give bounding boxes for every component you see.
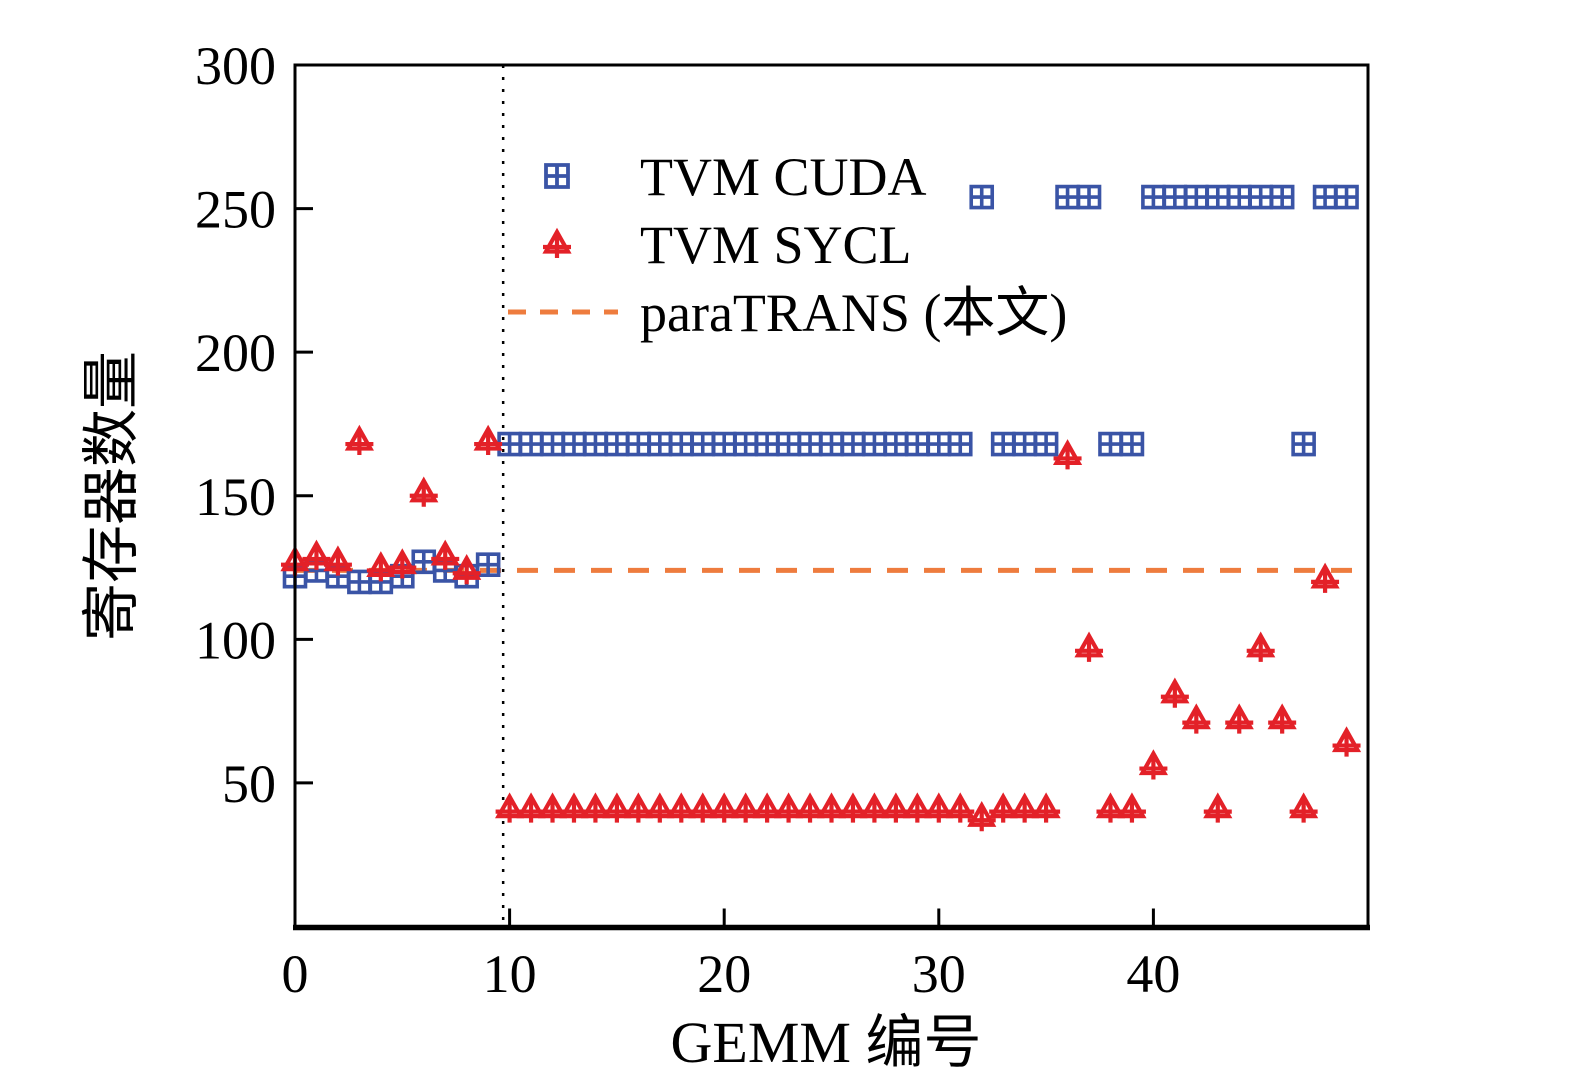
square-plus-marker (1184, 184, 1209, 210)
legend-item-tvm-sycl: TVM SYCL (542, 215, 912, 275)
triangle-plus-marker (1246, 631, 1276, 662)
square-plus-marker (905, 431, 930, 457)
square-plus-marker (1226, 184, 1252, 210)
square-plus-marker (1012, 431, 1037, 457)
x-tick-label: 10 (483, 944, 537, 1004)
triangle-plus-marker (1224, 703, 1254, 734)
square-plus-marker (647, 431, 673, 457)
y-tick-label: 200 (195, 323, 276, 383)
triangle-plus-marker (1074, 631, 1104, 662)
square-plus-marker (1291, 431, 1316, 457)
triangle-plus-marker (409, 476, 439, 507)
square-plus-marker (947, 431, 973, 457)
triangle-plus-marker (1181, 703, 1211, 734)
square-plus-marker (347, 569, 372, 595)
x-tick-label: 20 (697, 944, 751, 1004)
legend-label: paraTRANS (本文) (640, 283, 1067, 343)
y-tick-label: 150 (195, 467, 276, 527)
triangle-plus-marker (542, 227, 572, 258)
square-plus-marker (518, 431, 544, 457)
square-plus-marker (797, 431, 823, 457)
triangle-plus-marker (301, 539, 332, 570)
square-plus-marker (754, 431, 780, 457)
axes-frame: 0 10 20 30 40 50 100 150 200 250 300 (195, 36, 1370, 1004)
square-plus-marker (990, 431, 1016, 457)
y-axis-title: 寄存器数量 (79, 351, 144, 641)
square-plus-marker (1162, 184, 1188, 210)
x-tick-label: 30 (912, 944, 966, 1004)
x-tick-label: 0 (282, 944, 309, 1004)
square-plus-marker (1033, 431, 1059, 457)
square-plus-marker (475, 552, 501, 577)
triangle-plus-marker (1310, 562, 1340, 593)
triangle-plus-marker (945, 792, 975, 823)
triangle-plus-marker (1031, 792, 1061, 823)
legend: TVM CUDA TVM SYCL paraTRANS (本文) (508, 147, 1067, 343)
square-plus-marker (840, 431, 866, 457)
square-plus-marker (819, 431, 844, 457)
y-tick-label: 100 (195, 610, 276, 670)
reference-lines (295, 65, 1368, 927)
triangle-plus-marker (452, 554, 482, 585)
square-plus-marker (776, 431, 801, 457)
square-plus-marker (626, 431, 651, 457)
square-plus-marker (711, 431, 737, 457)
triangle-plus-marker (1052, 439, 1083, 470)
square-plus-marker (862, 431, 887, 457)
square-plus-marker (690, 431, 716, 457)
legend-item-tvm-cuda: TVM CUDA (544, 147, 927, 207)
series-tvm-cuda (282, 184, 1359, 595)
square-plus-marker (1076, 184, 1102, 210)
x-tick-label: 40 (1126, 944, 1180, 1004)
square-plus-marker (668, 431, 694, 457)
square-plus-marker (604, 431, 630, 457)
y-tick-label: 300 (195, 36, 276, 96)
square-plus-marker (1141, 184, 1166, 210)
triangle-plus-marker (387, 548, 417, 579)
triangle-plus-marker (344, 424, 374, 456)
legend-label: TVM CUDA (640, 147, 927, 207)
square-plus-marker (733, 431, 758, 457)
square-plus-marker (926, 431, 952, 457)
square-plus-marker (1248, 184, 1273, 210)
triangle-plus-marker (1117, 792, 1147, 823)
square-plus-marker (1205, 184, 1231, 210)
legend-item-paratrans-: paraTRANS (本文) (508, 283, 1067, 343)
plot-area: 0 10 20 30 40 50 100 150 200 250 300 TVM CUDA TVM SY… (195, 36, 1370, 1004)
triangle-plus-marker (1138, 749, 1168, 780)
square-plus-marker (1269, 184, 1295, 210)
y-tick-label: 50 (222, 754, 276, 814)
triangle-plus-marker (1160, 677, 1190, 708)
square-plus-marker (1312, 184, 1338, 210)
square-plus-marker (544, 163, 570, 189)
square-plus-marker (883, 431, 909, 457)
square-plus-marker (540, 431, 565, 457)
square-plus-marker (969, 184, 995, 210)
legend-label: TVM SYCL (640, 215, 912, 275)
triangle-plus-marker (967, 800, 997, 832)
square-plus-marker (1098, 431, 1123, 457)
square-plus-marker (1334, 184, 1359, 210)
triangle-plus-marker (323, 545, 353, 576)
x-axis-title: GEMM 编号 (671, 1010, 982, 1075)
triangle-plus-marker (1331, 726, 1362, 757)
triangle-plus-marker (1267, 703, 1297, 734)
square-plus-marker (561, 431, 587, 457)
square-plus-marker (1119, 431, 1145, 457)
triangle-plus-marker (430, 539, 460, 570)
square-plus-marker (583, 431, 608, 457)
y-tick-label: 250 (195, 180, 276, 240)
triangle-plus-marker (473, 424, 503, 456)
series-tvm-sycl (280, 424, 1362, 832)
square-plus-marker (1055, 184, 1080, 210)
triangle-plus-marker (1289, 792, 1319, 823)
triangle-plus-marker (1203, 792, 1233, 823)
